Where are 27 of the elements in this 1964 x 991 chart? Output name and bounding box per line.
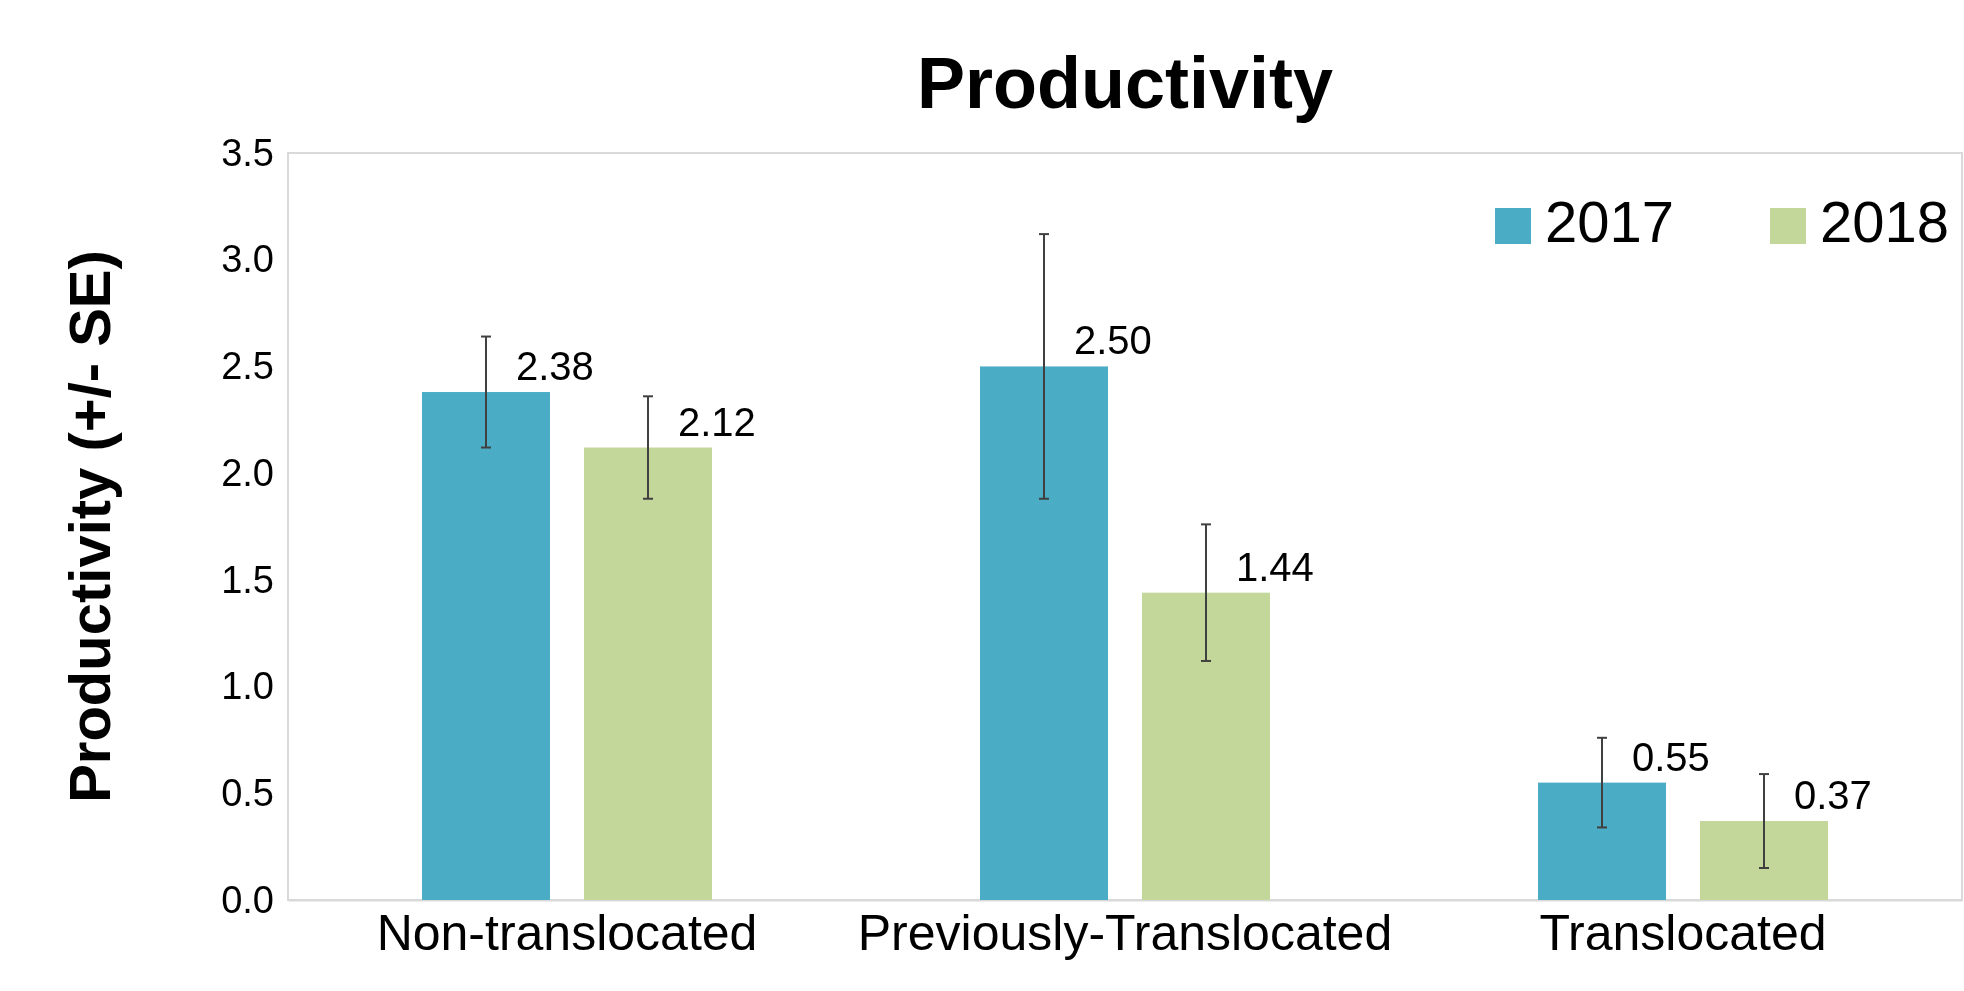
bar	[1142, 592, 1270, 900]
bar	[1700, 821, 1828, 900]
y-tick-label: 0.0	[221, 878, 274, 921]
bar	[980, 366, 1108, 900]
y-tick-label: 0.5	[221, 771, 274, 814]
data-label: 1.44	[1236, 544, 1314, 589]
y-tick-label: 2.0	[221, 451, 274, 494]
legend-label: 2018	[1820, 189, 1950, 254]
data-label: 0.55	[1632, 734, 1710, 779]
data-label: 0.37	[1794, 773, 1872, 818]
bar	[1538, 782, 1666, 900]
chart-title: Productivity	[916, 43, 1334, 123]
y-tick-label: 3.5	[221, 131, 274, 174]
bar	[422, 392, 550, 900]
legend-label: 2017	[1545, 189, 1675, 254]
x-tick-label: Translocated	[1539, 904, 1827, 961]
data-label: 2.12	[678, 399, 756, 444]
bar	[584, 447, 712, 900]
y-tick-label: 2.5	[221, 345, 274, 388]
y-tick-label: 1.5	[221, 558, 274, 601]
x-tick-label: Non-translocated	[376, 904, 758, 961]
y-tick-label: 1.0	[221, 665, 274, 708]
data-label: 2.50	[1074, 318, 1152, 363]
y-axis-title: Productivity (+/- SE)	[57, 250, 122, 803]
data-label: 2.38	[516, 344, 594, 389]
x-tick-label: Previously-Translocated	[857, 904, 1393, 961]
y-tick-label: 3.0	[221, 238, 274, 281]
